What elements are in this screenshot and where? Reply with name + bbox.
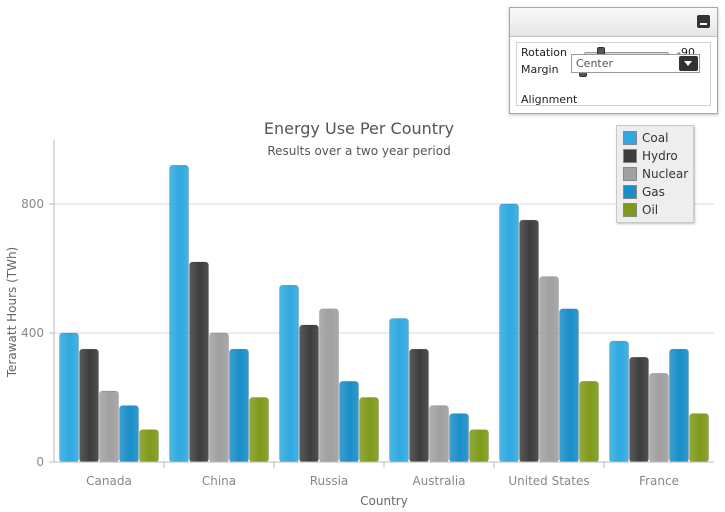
bar-nuclear-france[interactable] — [649, 373, 669, 463]
legend-item-coal: Coal — [623, 129, 693, 147]
axes: 0 400 800 Canada China Russia Australia United … — [21, 140, 714, 488]
x-tick-label: Canada — [86, 474, 132, 488]
bar-oil-russia[interactable] — [359, 397, 379, 463]
bar-nuclear-australia[interactable] — [429, 405, 449, 463]
bar-gas-canada[interactable] — [119, 405, 139, 463]
alignment-label: Alignment — [521, 93, 578, 106]
y-tick-label: 400 — [21, 326, 44, 340]
bar-hydro-canada[interactable] — [79, 348, 99, 463]
bars — [59, 165, 709, 463]
bar-coal-australia[interactable] — [389, 318, 409, 463]
rotation-label: Rotation — [521, 46, 568, 59]
legend-label: Coal — [642, 131, 669, 145]
legend-label: Gas — [642, 185, 665, 199]
alignment-select[interactable]: Center — [571, 54, 700, 73]
chevron-down-icon[interactable] — [679, 56, 698, 71]
legend-swatch — [623, 131, 637, 145]
bar-hydro-russia[interactable] — [299, 324, 319, 463]
y-tick-label: 800 — [21, 197, 44, 211]
bar-hydro-france[interactable] — [629, 356, 649, 463]
legend: Coal Hydro Nuclear Gas Oil — [616, 125, 694, 223]
bar-gas-australia[interactable] — [449, 413, 469, 463]
bar-nuclear-canada[interactable] — [99, 390, 119, 463]
bar-gas-united-states[interactable] — [559, 308, 579, 463]
legend-label: Nuclear — [642, 167, 689, 181]
bar-gas-russia[interactable] — [339, 381, 359, 463]
bar-nuclear-china[interactable] — [209, 332, 229, 463]
margin-label: Margin — [521, 63, 559, 76]
bar-oil-france[interactable] — [689, 413, 709, 463]
bar-oil-united-states[interactable] — [579, 381, 599, 463]
legend-swatch — [623, 167, 637, 181]
legend-swatch — [623, 203, 637, 217]
bar-coal-united-states[interactable] — [499, 203, 519, 463]
bar-coal-france[interactable] — [609, 340, 629, 463]
bar-coal-canada[interactable] — [59, 332, 79, 463]
bar-oil-china[interactable] — [249, 397, 269, 463]
legend-swatch — [623, 185, 637, 199]
bar-gas-china[interactable] — [229, 348, 249, 463]
legend-label: Oil — [642, 203, 659, 217]
alignment-value: Center — [576, 57, 614, 70]
bar-hydro-china[interactable] — [189, 261, 209, 463]
panel-body: Rotation -90 Margin 0 Alignment — [516, 42, 711, 106]
y-axis-label: Terawatt Hours (TWh) — [5, 247, 19, 379]
legend-item-gas: Gas — [623, 183, 693, 201]
panel-header[interactable] — [510, 8, 717, 37]
x-tick-label: China — [202, 474, 236, 488]
legend-item-oil: Oil — [623, 201, 693, 219]
legend-label: Hydro — [642, 149, 678, 163]
x-axis-label: Country — [360, 494, 408, 508]
bar-hydro-united-states[interactable] — [519, 219, 539, 463]
grid — [54, 203, 714, 334]
minimize-icon[interactable] — [697, 15, 710, 28]
legend-swatch — [623, 149, 637, 163]
legend-item-nuclear: Nuclear — [623, 165, 693, 183]
bar-oil-australia[interactable] — [469, 429, 489, 463]
y-tick-label: 0 — [36, 455, 44, 469]
bar-oil-canada[interactable] — [139, 429, 159, 463]
bar-nuclear-russia[interactable] — [319, 308, 339, 463]
x-tick-label: Russia — [310, 474, 349, 488]
bar-coal-russia[interactable] — [279, 285, 299, 463]
x-tick-label: France — [639, 474, 679, 488]
chart-subtitle: Results over a two year period — [267, 144, 450, 158]
x-tick-label: Australia — [412, 474, 465, 488]
bar-nuclear-united-states[interactable] — [539, 276, 559, 463]
bar-gas-france[interactable] — [669, 348, 689, 463]
legend-item-hydro: Hydro — [623, 147, 693, 165]
x-tick-label: United States — [508, 474, 589, 488]
bar-coal-china[interactable] — [169, 165, 189, 463]
chart-title: Energy Use Per Country — [264, 119, 454, 138]
options-panel: Rotation -90 Margin 0 Alignment Center — [509, 7, 718, 114]
bar-hydro-australia[interactable] — [409, 348, 429, 463]
